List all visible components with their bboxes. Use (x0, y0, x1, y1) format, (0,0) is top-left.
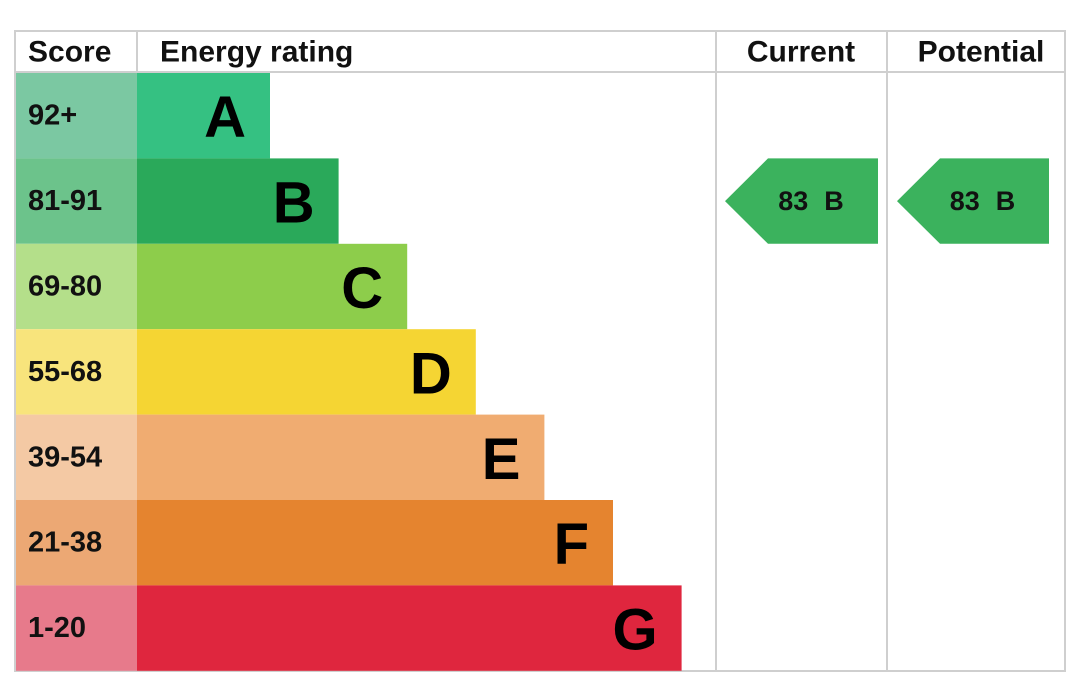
band-letter: B (273, 171, 315, 236)
band-letter: F (554, 512, 589, 577)
rating-bar (137, 243, 408, 330)
header-rating: Energy rating (160, 36, 353, 69)
score-cell (16, 243, 137, 330)
band-letter: E (482, 427, 521, 492)
band-letter: C (341, 256, 383, 321)
band-letter: A (204, 85, 246, 150)
rating-bar (137, 329, 476, 415)
score-label: 21-38 (28, 527, 102, 559)
header-current: Current (747, 36, 855, 69)
table-border (14, 30, 1066, 672)
score-cell (16, 500, 137, 586)
score-label: 92+ (28, 100, 77, 132)
score-cell (16, 158, 137, 244)
score-label: 55-68 (28, 356, 102, 388)
potential-value: 83 (950, 186, 980, 216)
score-label: 39-54 (28, 441, 102, 473)
score-cell (16, 329, 137, 415)
header-score: Score (28, 36, 111, 69)
rating-bar (137, 73, 270, 159)
current-value: 83 (778, 186, 808, 216)
current-arrow (725, 158, 878, 244)
potential-band: B (996, 186, 1016, 216)
score-cell (16, 414, 137, 500)
band-letter: G (612, 598, 657, 663)
rating-bar (137, 585, 682, 671)
score-label: 81-91 (28, 185, 102, 217)
rating-bar (137, 158, 339, 244)
band-letter: D (410, 341, 452, 406)
score-cell (16, 585, 137, 671)
header-potential: Potential (918, 36, 1045, 69)
score-cell (16, 73, 137, 159)
rating-bar (137, 414, 545, 500)
score-label: 1-20 (28, 612, 86, 644)
rating-bar (137, 500, 613, 586)
score-label: 69-80 (28, 271, 102, 303)
current-band: B (824, 186, 844, 216)
potential-arrow (897, 158, 1049, 244)
